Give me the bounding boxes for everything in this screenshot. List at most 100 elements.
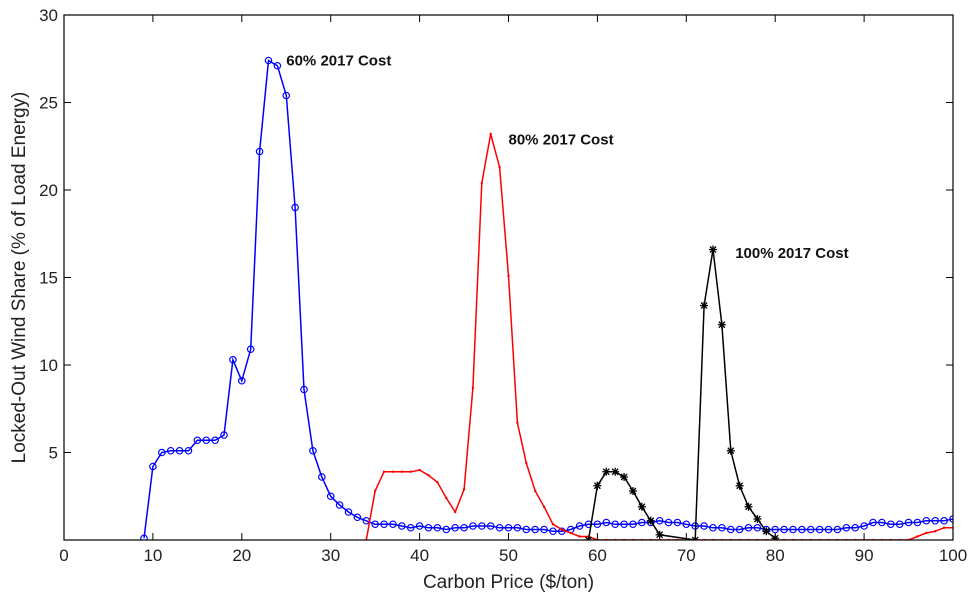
data-point [344, 508, 353, 516]
data-point [157, 448, 166, 457]
data-point [575, 522, 584, 530]
data-point [886, 520, 895, 529]
data-point [798, 525, 806, 534]
data-point [682, 520, 691, 529]
data-point [507, 274, 510, 277]
annotations: 60% 2017 Cost 80% 2017 Cost 100% 2017 Cost [286, 53, 848, 263]
data-point [638, 518, 646, 527]
data-point [664, 518, 673, 527]
y-axis: 5 10 15 20 25 30 [39, 6, 953, 463]
data-point [533, 489, 537, 493]
data-point [569, 531, 572, 535]
x-tick-label: 20 [232, 546, 251, 565]
data-point [389, 520, 397, 529]
data-point [531, 525, 539, 534]
data-point [371, 520, 379, 529]
data-point [391, 470, 395, 473]
data-point [255, 147, 264, 156]
data-point [353, 513, 362, 522]
data-point [549, 527, 557, 536]
data-point [815, 525, 824, 534]
data-point [480, 181, 484, 185]
data-point [578, 535, 581, 538]
data-point [904, 518, 913, 527]
series-1 [140, 56, 953, 540]
data-point [460, 523, 468, 532]
data-point [780, 525, 788, 534]
data-point [166, 446, 175, 455]
data-point [842, 523, 851, 532]
data-point [542, 505, 546, 508]
data-point [700, 522, 708, 530]
x-axis-title: Carbon Price ($/ton) [423, 572, 594, 593]
data-point [611, 520, 619, 529]
data-point [726, 525, 735, 534]
data-point [326, 492, 335, 501]
data-point [513, 523, 522, 532]
x-tick-label: 80 [766, 546, 785, 565]
data-point [718, 523, 726, 532]
data-point [193, 436, 202, 445]
data-point [551, 523, 555, 526]
data-point [229, 355, 237, 364]
data-point [525, 461, 528, 465]
data-point [925, 531, 928, 535]
data-point [637, 502, 646, 511]
data-point [602, 467, 611, 476]
data-point [629, 520, 637, 529]
x-tick-label: 50 [499, 546, 518, 565]
data-point [202, 436, 211, 445]
data-point [540, 525, 548, 534]
data-point [489, 132, 492, 136]
data-point [895, 520, 904, 529]
series-3 [584, 245, 780, 540]
data-point [869, 518, 877, 527]
data-point [620, 520, 628, 529]
annotation-label: 60% 2017 Cost [286, 53, 391, 70]
data-point [406, 523, 415, 532]
data-point [753, 523, 762, 532]
data-point [593, 481, 602, 490]
data-point [735, 525, 744, 534]
data-point [789, 525, 797, 534]
data-point [373, 489, 377, 493]
data-point [427, 474, 430, 477]
y-tick-label: 5 [49, 444, 58, 463]
data-point [291, 203, 299, 212]
data-point [398, 522, 406, 530]
x-tick-label: 100 [939, 546, 967, 565]
data-point [700, 301, 709, 310]
data-point [409, 470, 412, 473]
data-point [436, 481, 439, 484]
data-point [451, 523, 459, 532]
data-point [318, 473, 326, 481]
data-point [246, 345, 255, 354]
data-point [220, 431, 228, 439]
data-point [140, 534, 148, 540]
data-point [717, 320, 726, 329]
data-point [400, 470, 404, 473]
data-point [149, 462, 157, 471]
data-point [913, 518, 922, 527]
data-point [433, 523, 442, 532]
data-point [335, 501, 344, 509]
data-point [628, 487, 637, 495]
data-point [611, 467, 620, 476]
data-point [380, 520, 388, 529]
data-point [851, 523, 860, 532]
data-point [878, 518, 886, 527]
x-tick-label: 90 [855, 546, 874, 565]
data-point [418, 468, 421, 472]
y-tick-label: 25 [39, 94, 58, 113]
data-point [916, 535, 919, 538]
data-point [771, 525, 780, 534]
data-point [762, 527, 771, 536]
data-point [273, 61, 282, 70]
data-point [300, 385, 308, 394]
data-point [522, 525, 531, 534]
annotation-label: 80% 2017 Cost [509, 131, 614, 148]
series-line [143, 59, 953, 539]
data-point [646, 516, 655, 525]
y-tick-label: 30 [39, 6, 58, 25]
data-point [382, 470, 386, 473]
